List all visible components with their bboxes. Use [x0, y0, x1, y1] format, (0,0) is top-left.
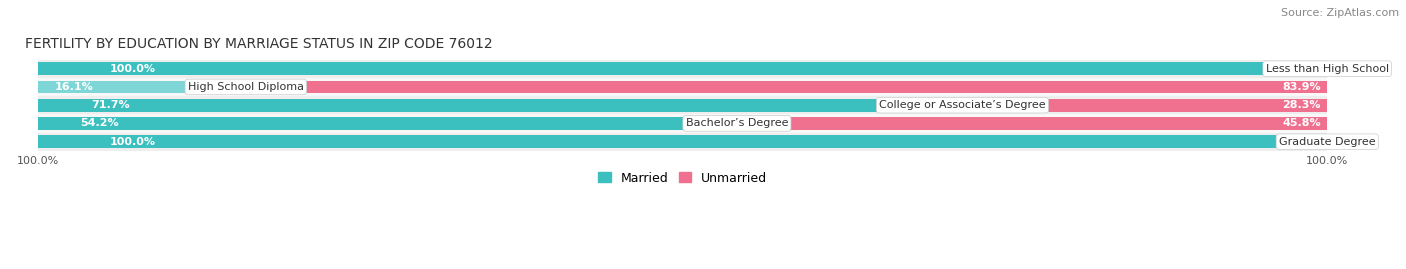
Text: College or Associate’s Degree: College or Associate’s Degree — [879, 100, 1046, 110]
Text: High School Diploma: High School Diploma — [188, 82, 304, 92]
Bar — [38, 78, 1327, 96]
Text: 71.7%: 71.7% — [91, 100, 129, 110]
Text: Bachelor’s Degree: Bachelor’s Degree — [686, 118, 789, 128]
Bar — [38, 133, 1327, 151]
Text: Source: ZipAtlas.com: Source: ZipAtlas.com — [1281, 8, 1399, 18]
Bar — [38, 114, 1327, 133]
Bar — [38, 135, 1327, 148]
Bar — [246, 80, 1327, 93]
Bar — [38, 59, 1327, 78]
Text: Less than High School: Less than High School — [1265, 64, 1389, 74]
Text: 100.0%: 100.0% — [110, 137, 155, 147]
Text: 100.0%: 100.0% — [110, 64, 155, 74]
Text: 28.3%: 28.3% — [1282, 100, 1320, 110]
Bar — [38, 99, 963, 112]
Bar — [737, 117, 1327, 130]
Legend: Married, Unmarried: Married, Unmarried — [599, 172, 768, 185]
Text: 45.8%: 45.8% — [1282, 118, 1320, 128]
Bar — [38, 80, 246, 93]
Text: Graduate Degree: Graduate Degree — [1279, 137, 1375, 147]
Bar — [963, 99, 1327, 112]
Text: 83.9%: 83.9% — [1282, 82, 1320, 92]
Bar — [38, 117, 737, 130]
Bar — [38, 62, 1327, 75]
Text: 16.1%: 16.1% — [55, 82, 94, 92]
Text: 54.2%: 54.2% — [80, 118, 118, 128]
Text: FERTILITY BY EDUCATION BY MARRIAGE STATUS IN ZIP CODE 76012: FERTILITY BY EDUCATION BY MARRIAGE STATU… — [25, 37, 494, 51]
Bar — [38, 96, 1327, 114]
